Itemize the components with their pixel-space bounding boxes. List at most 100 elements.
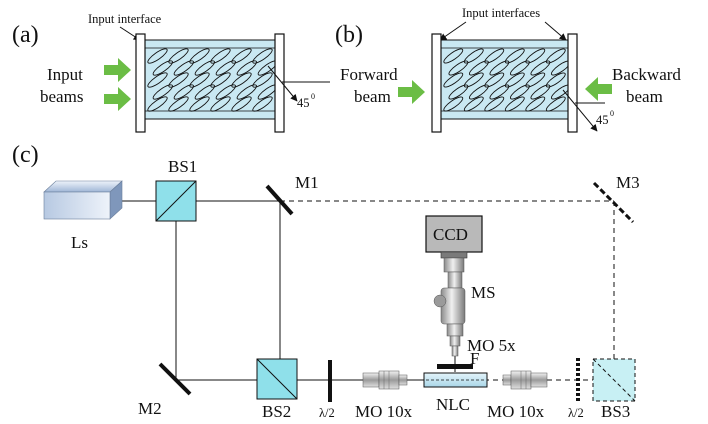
label-mo10-left: MO 10x: [355, 402, 413, 421]
lc-molecule: [210, 96, 231, 112]
laser-source: [43, 180, 123, 220]
panel-a-beam-label-2: beams: [40, 87, 83, 106]
lc-molecule: [215, 84, 236, 100]
lc-molecule: [231, 96, 252, 112]
lc-molecule: [194, 84, 215, 100]
lc-molecule: [210, 72, 231, 88]
microscope-ms: [433, 257, 466, 357]
lc-molecule: [252, 48, 273, 64]
label-m3: M3: [616, 173, 640, 192]
label-filter: F: [470, 349, 479, 368]
label-mo10-right: MO 10x: [487, 402, 545, 421]
panel-a-output-window: [274, 33, 285, 133]
lc-molecule: [525, 96, 546, 112]
lc-molecule: [525, 72, 546, 88]
label-bs2: BS2: [262, 402, 291, 421]
panel-b-lc-cell: [440, 39, 569, 120]
panel-a-deflected-ray: [267, 65, 298, 102]
lc-molecule: [448, 60, 469, 76]
label-ccd: CCD: [433, 225, 468, 244]
lc-molecule: [484, 72, 505, 88]
lc-molecule: [468, 60, 489, 76]
label-bs1: BS1: [168, 157, 197, 176]
nematic-liquid-crystal-cell: [423, 372, 488, 388]
lc-molecule: [504, 48, 525, 64]
panel-a-lc-cell: [144, 39, 276, 120]
lc-molecule: [530, 60, 551, 76]
lc-molecule: [210, 48, 231, 64]
label-m1: M1: [295, 173, 319, 192]
lc-molecule: [545, 72, 566, 88]
panel-b-forward-label-1: Forward: [340, 65, 398, 84]
mirror-m3: [592, 181, 635, 224]
beam-splitter-bs1: [155, 180, 197, 222]
lc-molecule: [504, 72, 525, 88]
filter-f: [437, 364, 473, 369]
beam-splitter-bs3: [592, 358, 636, 402]
lc-molecule: [525, 48, 546, 64]
lc-molecule: [448, 84, 469, 100]
panel-b-letter: (b): [335, 22, 363, 48]
lc-molecule: [147, 72, 168, 88]
panel-a-angle-label: 45: [297, 96, 310, 110]
panel-b-backward-label-1: Backward: [612, 65, 681, 84]
lc-molecule: [463, 48, 484, 64]
panel-b-forward-arrow: [398, 80, 425, 104]
panel-b-lc-molecules: [443, 48, 571, 112]
lc-molecule: [173, 84, 194, 100]
label-m2: M2: [138, 399, 162, 418]
lc-molecule: [236, 60, 257, 76]
label-mo5: MO 5x: [467, 336, 516, 355]
lc-molecule: [252, 96, 273, 112]
mirror-m2: [158, 362, 192, 396]
lc-molecule: [147, 96, 168, 112]
panel-b-angle-label: 45: [596, 113, 609, 127]
lc-molecule: [484, 96, 505, 112]
panel-b-interface-pointer-right: [544, 21, 567, 41]
lc-molecule: [484, 48, 505, 64]
beam-splitter-bs2: [256, 358, 298, 400]
label-half-wave-left: λ/2: [319, 406, 335, 420]
objective-mo10-left: [362, 370, 408, 390]
label-nlc: NLC: [436, 395, 470, 414]
panel-b-forward-label-2: beam: [354, 87, 391, 106]
lc-molecule: [530, 84, 551, 100]
lc-molecule: [168, 72, 189, 88]
lc-molecule: [509, 60, 530, 76]
lc-molecule: [215, 60, 236, 76]
lc-molecule: [443, 48, 464, 64]
lc-molecule: [168, 96, 189, 112]
panel-b-backward-arrow: [585, 77, 612, 101]
lc-molecule: [443, 72, 464, 88]
label-bs3: BS3: [601, 402, 630, 421]
lc-molecule: [463, 72, 484, 88]
label-half-wave-right: λ/2: [568, 406, 584, 420]
lc-molecule: [189, 48, 210, 64]
panel-a-letter: (a): [12, 22, 39, 48]
panel-a-interface-label: Input interface: [88, 12, 162, 26]
lc-molecule: [168, 48, 189, 64]
panel-a-input-window: [135, 33, 146, 133]
panel-b-interface-label: Input interfaces: [462, 6, 540, 20]
lc-molecule: [509, 84, 530, 100]
lc-molecule: [189, 72, 210, 88]
lc-molecule: [468, 84, 489, 100]
panel-b-angle-unit: 0: [610, 109, 614, 118]
lc-molecule: [236, 84, 257, 100]
label-ms: MS: [471, 283, 496, 302]
panel-b-input-window: [431, 33, 442, 133]
lc-molecule: [231, 48, 252, 64]
panel-a-angle-unit: 0: [311, 92, 315, 101]
panel-b-interface-pointer-left: [439, 21, 467, 41]
panel-b: (b) Input interfaces Forward beam Backwa…: [335, 6, 681, 133]
panel-c-letter: (c): [12, 142, 39, 168]
panel-a: (a) Input interface Input beams 45 0: [12, 12, 330, 133]
label-laser: Ls: [71, 233, 88, 252]
lc-molecule: [545, 48, 566, 64]
panel-a-lc-molecules: [147, 48, 278, 112]
panel-b-deflected-ray: [562, 89, 598, 132]
lc-molecule: [545, 96, 566, 112]
lc-molecule: [194, 60, 215, 76]
panel-a-input-arrow-2: [104, 87, 131, 111]
